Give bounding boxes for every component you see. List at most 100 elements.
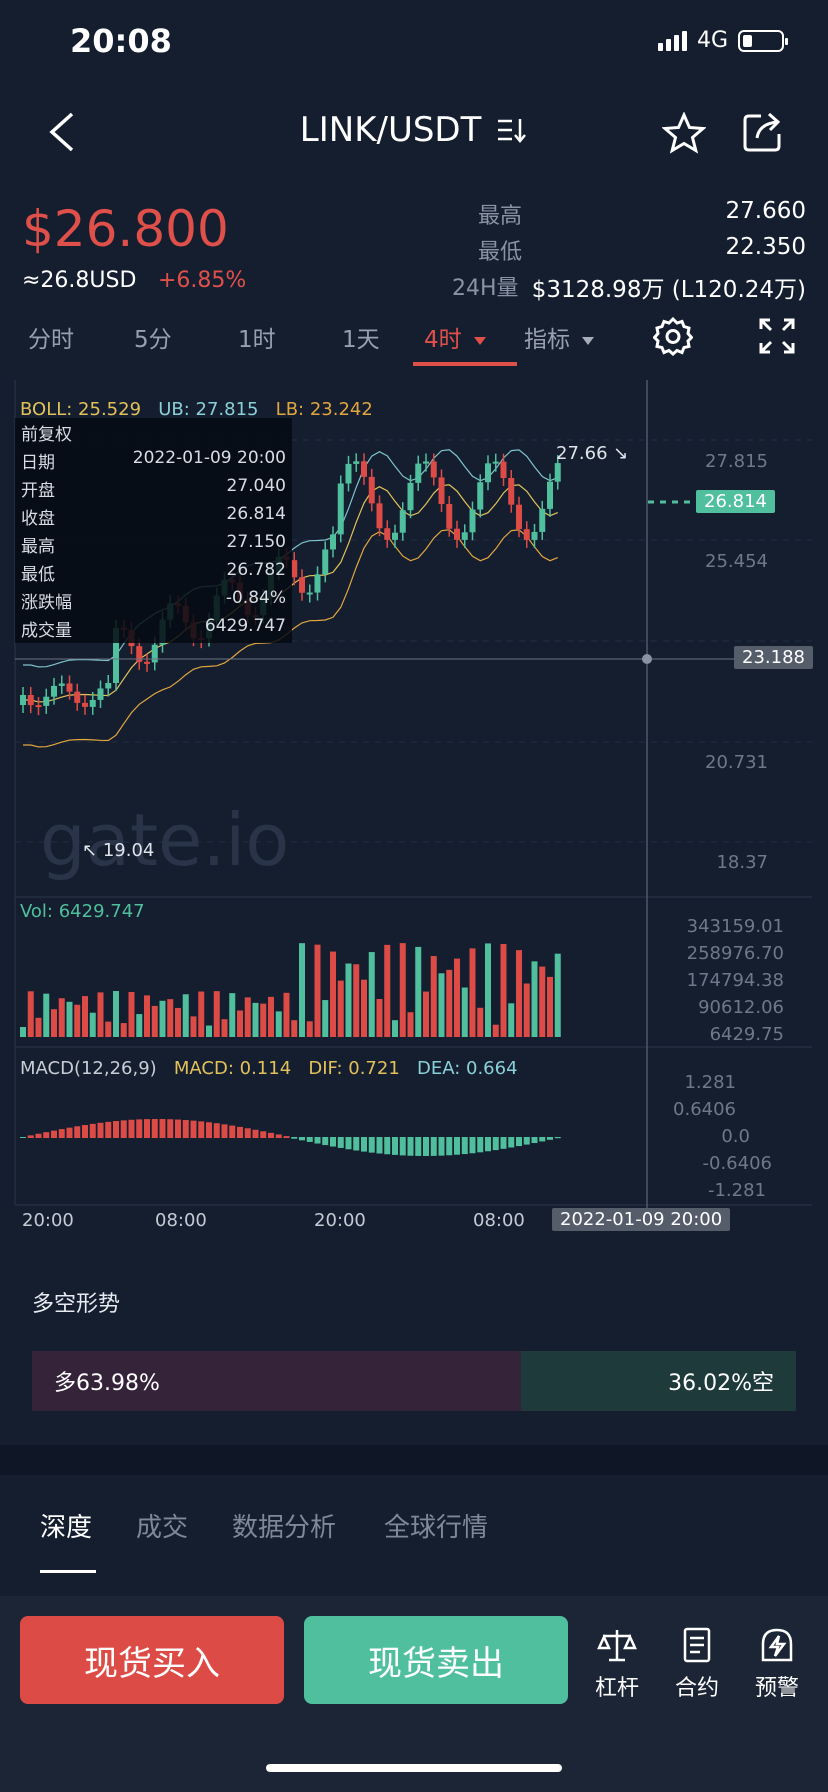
candle bbox=[74, 691, 81, 703]
time-axis-label: 20:00 bbox=[22, 1210, 74, 1231]
volume-bar bbox=[523, 983, 530, 1037]
spot-buy-button[interactable]: 现货买入 bbox=[20, 1616, 284, 1704]
macd-bar bbox=[376, 1137, 383, 1154]
high-marker-value: 27.66 bbox=[556, 443, 608, 464]
macd-bar bbox=[500, 1137, 507, 1149]
volume-bar bbox=[554, 953, 561, 1037]
futures-button[interactable]: 合约 bbox=[662, 1626, 732, 1702]
settings-gear-icon[interactable] bbox=[653, 316, 693, 356]
home-indicator bbox=[266, 1764, 562, 1772]
share-icon[interactable] bbox=[741, 110, 785, 154]
spot-sell-button[interactable]: 现货卖出 bbox=[304, 1616, 568, 1704]
candle bbox=[423, 461, 429, 464]
tooltip-value: 6429.747 bbox=[204, 616, 286, 636]
tooltip-header: 前复权 bbox=[21, 420, 286, 445]
candle bbox=[539, 508, 546, 532]
tab-timeframe-5m[interactable]: 5分 bbox=[134, 327, 172, 353]
tab-indicators[interactable]: 指标 bbox=[524, 320, 594, 354]
candle bbox=[554, 463, 561, 482]
futures-label: 合约 bbox=[674, 1676, 719, 1701]
volume-bar bbox=[392, 1020, 398, 1037]
gate-watermark: gate.io bbox=[40, 798, 289, 882]
back-icon[interactable] bbox=[44, 110, 84, 154]
candle bbox=[314, 574, 321, 593]
high-value: 27.660 bbox=[725, 198, 806, 224]
macd-bar bbox=[136, 1119, 143, 1138]
page-title[interactable]: LINK/USDT bbox=[0, 110, 828, 150]
macd-histogram bbox=[20, 1119, 561, 1156]
price-axis-label: 18.37 bbox=[716, 852, 768, 873]
tooltip-header-label: 前复权 bbox=[21, 425, 72, 445]
volume-bar bbox=[461, 987, 468, 1037]
tab-depth[interactable]: 深度 bbox=[40, 1513, 93, 1543]
candle bbox=[97, 688, 104, 700]
macd-bar bbox=[89, 1123, 96, 1138]
tab-indicators-label: 指标 bbox=[524, 327, 570, 353]
switch-pair-icon[interactable] bbox=[496, 116, 528, 144]
volume-bar bbox=[221, 1019, 228, 1037]
volume-bar bbox=[167, 999, 174, 1037]
macd-bar bbox=[492, 1137, 499, 1151]
volume-bar bbox=[20, 1027, 26, 1037]
tab-timeframe-1h[interactable]: 1时 bbox=[238, 327, 276, 353]
tooltip-row: 日期 2022-01-09 20:00 bbox=[21, 448, 286, 473]
macd-bar bbox=[97, 1122, 104, 1138]
macd-bar bbox=[531, 1137, 538, 1144]
candle bbox=[66, 683, 73, 692]
macd-bar bbox=[198, 1121, 205, 1138]
candle bbox=[531, 531, 538, 540]
crosshair-price-tag: 23.188 bbox=[734, 646, 813, 669]
volume-bar bbox=[58, 998, 65, 1037]
volume-bar bbox=[353, 964, 360, 1037]
candle bbox=[469, 509, 476, 533]
last-price: $26.800 bbox=[22, 200, 229, 258]
candle bbox=[43, 696, 50, 706]
kline-chart[interactable]: gate.io bbox=[0, 380, 828, 1240]
tooltip-row: 开盘 27.040 bbox=[21, 476, 286, 501]
price-axis-label: 20.731 bbox=[705, 752, 768, 773]
margin-button[interactable]: 杠杆 bbox=[582, 1626, 652, 1702]
volume-bar bbox=[477, 1007, 484, 1037]
candle bbox=[330, 534, 336, 550]
macd-bar bbox=[182, 1120, 189, 1138]
tab-timeframe-4h[interactable]: 4时 bbox=[424, 320, 486, 354]
macd-bar bbox=[144, 1119, 150, 1138]
volume-bar bbox=[275, 1011, 282, 1037]
tooltip-key: 收盘 bbox=[21, 509, 55, 529]
alert-button[interactable]: 预警 bbox=[742, 1626, 812, 1702]
tab-timeframe-1d[interactable]: 1天 bbox=[342, 327, 380, 353]
candle bbox=[516, 504, 522, 530]
candle bbox=[353, 461, 360, 464]
macd-bar bbox=[523, 1137, 530, 1145]
fullscreen-icon[interactable] bbox=[759, 318, 795, 354]
volume-bar bbox=[345, 963, 352, 1037]
macd-bar bbox=[51, 1130, 57, 1138]
macd-bar bbox=[322, 1137, 329, 1146]
tab-data-analysis[interactable]: 数据分析 bbox=[232, 1513, 337, 1543]
macd-bar bbox=[175, 1119, 181, 1138]
contract-document-icon bbox=[683, 1627, 711, 1663]
candle bbox=[345, 463, 352, 484]
macd-bar bbox=[516, 1137, 522, 1147]
margin-label: 杠杆 bbox=[594, 1676, 639, 1701]
active-tab-underline bbox=[413, 362, 517, 366]
section-divider bbox=[0, 1445, 828, 1475]
macd-bar bbox=[159, 1119, 166, 1138]
volume-bar bbox=[198, 991, 205, 1037]
macd-bar bbox=[167, 1119, 174, 1138]
tab-trades[interactable]: 成交 bbox=[136, 1513, 189, 1543]
favorite-star-icon[interactable] bbox=[662, 112, 706, 154]
tab-timeframe-line[interactable]: 分时 bbox=[28, 327, 74, 353]
long-ratio: 多63.98% bbox=[32, 1351, 521, 1411]
volume-bar bbox=[128, 992, 135, 1037]
macd-bar bbox=[20, 1137, 26, 1138]
volume-bar bbox=[35, 1017, 42, 1037]
low-value: 22.350 bbox=[725, 234, 806, 260]
candle bbox=[415, 463, 422, 483]
macd-bar bbox=[554, 1137, 561, 1139]
pair-name: LINK/USDT bbox=[299, 110, 482, 150]
tab-global-market[interactable]: 全球行情 bbox=[384, 1513, 489, 1543]
volume-bar bbox=[105, 1021, 112, 1037]
macd-bar bbox=[58, 1129, 65, 1138]
volume-bar bbox=[74, 1004, 81, 1037]
